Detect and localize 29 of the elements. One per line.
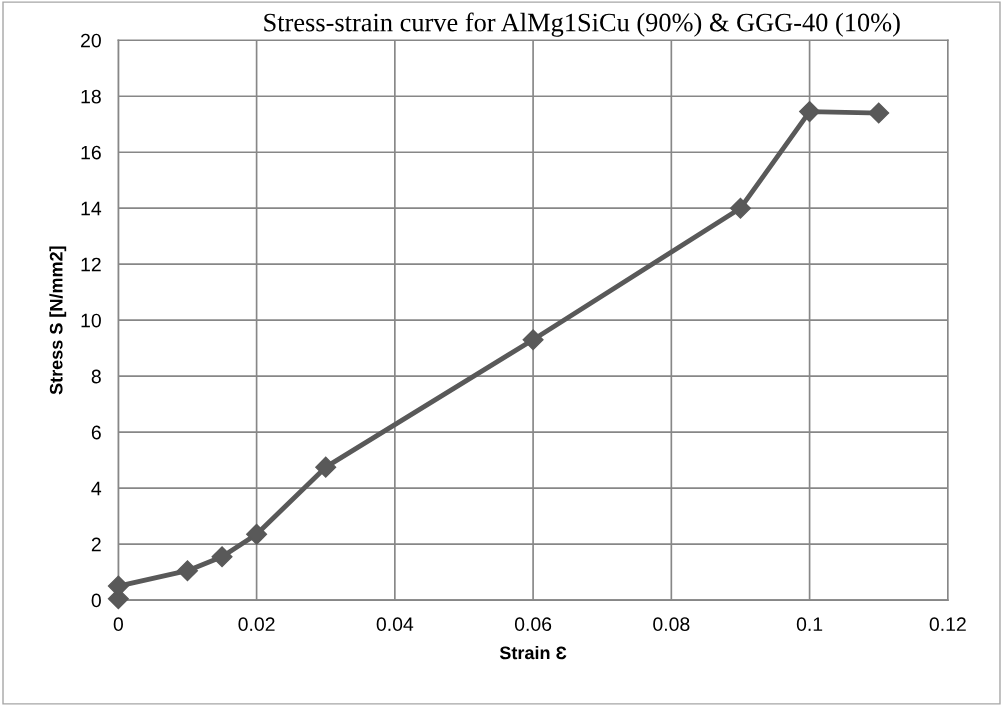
y-tick-label: 12 [81, 257, 101, 272]
x-tick-label: 0.12 [929, 617, 966, 632]
y-tick-label: 4 [91, 481, 102, 496]
x-axis-title: Strain Ɛ [499, 646, 567, 660]
chart-title: Stress-strain curve for AlMg1SiCu (90%) & GGG-40 (10%) [264, 12, 900, 37]
x-tick-label: 0.08 [653, 617, 690, 632]
point [799, 101, 821, 123]
y-tick-label: 18 [81, 89, 101, 104]
y-tick-label: 6 [91, 425, 101, 440]
point [176, 560, 198, 582]
y-tick-label: 2 [91, 537, 101, 552]
y-axis-title: Stress S [N/mm2] [49, 246, 67, 395]
point [729, 197, 751, 219]
point [868, 102, 890, 124]
x-tick-label: 0.06 [514, 617, 552, 632]
point [211, 546, 233, 568]
x-tick-label: 0 [113, 617, 123, 632]
x-tick-label: 0.02 [238, 617, 275, 632]
x-tick-label: 0.1 [796, 617, 823, 632]
point [246, 523, 268, 545]
y-tick-label: 0 [91, 593, 101, 608]
y-tick-label: 16 [81, 145, 101, 160]
y-tick-label: 10 [81, 313, 101, 328]
y-tick-label: 8 [91, 369, 101, 384]
point [522, 329, 544, 351]
point [315, 456, 337, 478]
y-tick-label: 20 [81, 33, 101, 48]
x-tick-label: 0.04 [376, 617, 414, 632]
y-tick-label: 14 [81, 201, 102, 216]
